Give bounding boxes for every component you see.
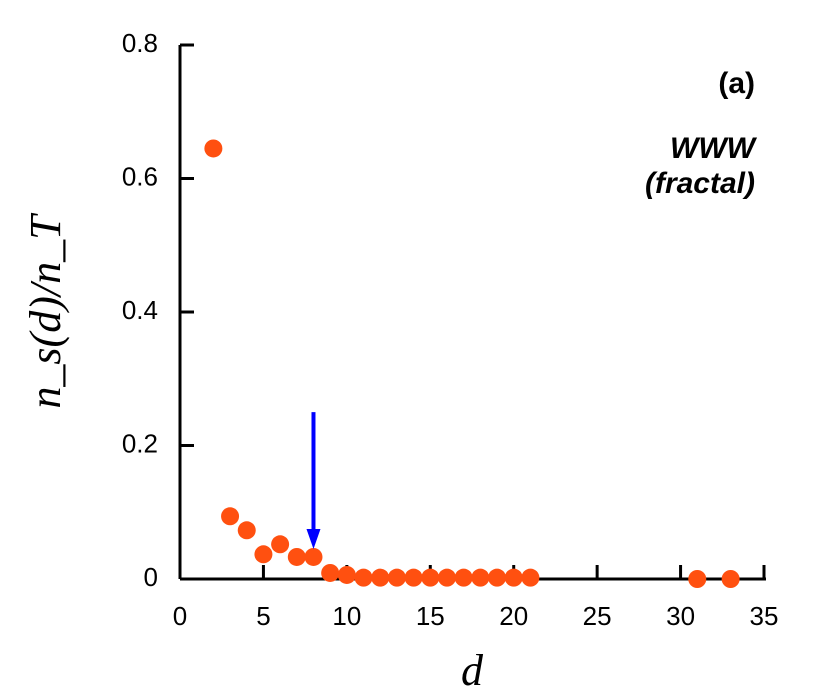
point [387, 568, 406, 587]
type-label: (fractal) [645, 167, 755, 200]
y-tick-label: 0 [144, 562, 158, 592]
y-axis-label: n_s(d)/n_T [21, 212, 70, 409]
panel-label: (a) [718, 67, 755, 100]
point [287, 547, 306, 566]
point [454, 568, 473, 587]
network-label: WWW [670, 132, 758, 165]
point [304, 547, 323, 566]
point [404, 568, 423, 587]
point [254, 545, 273, 564]
x-tick-label: 15 [416, 601, 445, 631]
y-tick-label: 0.2 [122, 428, 158, 458]
point [721, 570, 740, 588]
x-tick-label: 0 [173, 601, 187, 631]
point [204, 139, 223, 158]
point [471, 568, 490, 587]
y-tick-label: 0.4 [122, 295, 158, 325]
point [371, 568, 390, 587]
point [521, 568, 540, 587]
point [488, 568, 507, 587]
point [221, 507, 240, 526]
x-tick-label: 20 [499, 601, 528, 631]
point [437, 568, 456, 587]
arrow-head [306, 528, 321, 549]
x-tick-label: 35 [750, 601, 779, 631]
point [354, 568, 373, 587]
point [421, 568, 440, 587]
x-axis-label: d [461, 646, 484, 695]
y-tick-label: 0.6 [122, 161, 158, 191]
point [237, 521, 256, 540]
point [688, 570, 707, 588]
x-tick-label: 25 [583, 601, 612, 631]
point [504, 568, 523, 587]
x-tick-label: 10 [332, 601, 361, 631]
x-tick-label: 5 [256, 601, 270, 631]
x-tick-label: 30 [666, 601, 695, 631]
y-tick-label: 0.8 [122, 28, 158, 58]
point [321, 563, 340, 582]
point [271, 535, 290, 554]
point [337, 565, 356, 584]
